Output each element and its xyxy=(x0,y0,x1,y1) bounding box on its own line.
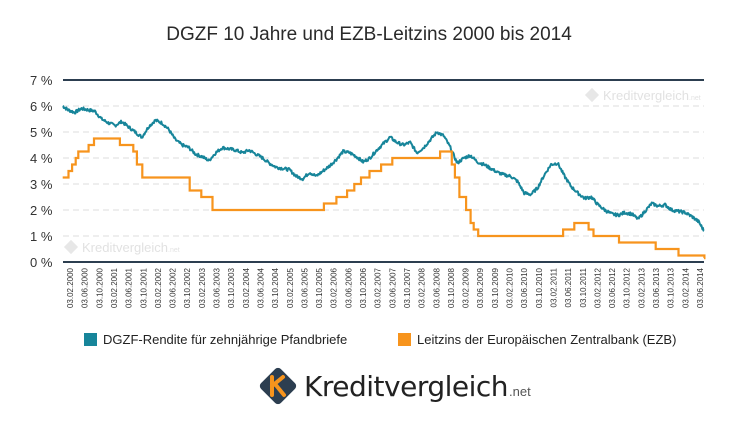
y-axis: 0 % 1 % 2 % 3 % 4 % 5 % 6 % 7 % xyxy=(30,73,53,270)
x-tick-label: 03.10.2011 xyxy=(579,267,588,307)
brand-logo[interactable]: Kreditvergleich .net xyxy=(258,366,531,406)
x-tick-label: 03.10.2009 xyxy=(491,267,500,308)
watermark-tld: .net xyxy=(168,247,180,254)
legend-item-dgzf: DGZF-Rendite für zehnjährige Pfandbriefe xyxy=(84,332,347,347)
y-tick-label: 5 % xyxy=(30,125,53,140)
x-tick-label: 03.06.2009 xyxy=(476,267,485,308)
x-tick-label: 03.02.2010 xyxy=(506,267,515,308)
logo-brand-text: Kreditvergleich xyxy=(304,369,509,403)
series-ezb-line xyxy=(62,137,706,260)
x-tick-label: 03.10.2005 xyxy=(315,267,324,308)
legend-swatch-dgzf xyxy=(84,333,97,346)
legend-swatch-ezb xyxy=(398,333,411,346)
x-tick-label: 03.02.2004 xyxy=(242,267,251,308)
x-tick-label: 03.10.2013 xyxy=(667,267,676,308)
x-tick-label: 03.06.2007 xyxy=(388,267,397,308)
x-tick-label: 03.10.2010 xyxy=(535,267,544,308)
x-tick-label: 03.02.2009 xyxy=(462,267,471,308)
x-tick-label: 03.02.2014 xyxy=(681,267,690,308)
y-tick-label: 2 % xyxy=(30,203,53,218)
x-tick-label: 03.06.2010 xyxy=(520,267,529,308)
x-tick-label: 03.10.2012 xyxy=(623,267,632,308)
y-tick-label: 1 % xyxy=(30,229,53,244)
x-tick-label: 03.06.2005 xyxy=(300,267,309,308)
watermark: Kreditvergleich.net xyxy=(584,87,701,103)
x-tick-label: 03.06.2006 xyxy=(344,267,353,308)
x-tick-label: 03.02.2001 xyxy=(110,267,119,308)
x-tick-label: 03.10.2000 xyxy=(95,267,104,308)
watermark: Kreditvergleich.net xyxy=(63,239,180,255)
x-tick-label: 03.06.2014 xyxy=(696,267,705,308)
legend-label-ezb: Leitzins der Europäischen Zentralbank (E… xyxy=(417,332,677,347)
x-tick-label: 03.10.2002 xyxy=(183,267,192,308)
series-dgzf-line xyxy=(62,105,705,232)
x-tick-label: 03.06.2012 xyxy=(608,267,617,308)
y-tick-label: 0 % xyxy=(30,255,53,270)
x-tick-label: 03.06.2002 xyxy=(169,267,178,308)
x-tick-label: 03.02.2011 xyxy=(549,267,558,307)
y-tick-label: 4 % xyxy=(30,151,53,166)
y-tick-label: 3 % xyxy=(30,177,53,192)
x-tick-label: 03.06.2004 xyxy=(256,267,265,308)
y-tick-label: 6 % xyxy=(30,99,53,114)
x-tick-label: 03.02.2013 xyxy=(637,267,646,308)
legend-label-dgzf: DGZF-Rendite für zehnjährige Pfandbriefe xyxy=(103,332,348,347)
x-tick-label: 03.06.2013 xyxy=(652,267,661,308)
x-tick-label: 03.02.2006 xyxy=(330,267,339,308)
x-tick-label: 03.02.2003 xyxy=(198,267,207,308)
x-tick-label: 03.10.2008 xyxy=(447,267,456,308)
x-tick-label: 03.10.2001 xyxy=(139,267,148,308)
x-tick-label: 03.10.2004 xyxy=(271,267,280,308)
x-tick-label: 03.02.2002 xyxy=(154,267,163,308)
x-tick-label: 03.06.2003 xyxy=(213,267,222,308)
watermark-icon xyxy=(63,239,79,255)
watermark-tld: .net xyxy=(689,95,701,102)
watermark-icon xyxy=(584,87,600,103)
x-axis: 03.02.2000 03.06.2000 03.10.2000 03.02.2001… xyxy=(66,267,705,308)
logo-tld-text: .net xyxy=(509,383,531,399)
x-tick-label: 03.06.2000 xyxy=(81,267,90,308)
x-tick-label: 03.10.2003 xyxy=(227,267,236,308)
logo-icon xyxy=(259,367,297,405)
x-tick-label: 03.02.2005 xyxy=(286,267,295,308)
chart-title: DGZF 10 Jahre und EZB-Leitzins 2000 bis … xyxy=(166,24,572,45)
x-tick-label: 03.10.2007 xyxy=(403,267,412,308)
gridlines xyxy=(63,79,704,263)
x-tick-label: 03.02.2012 xyxy=(593,267,602,308)
x-tick-label: 03.02.2000 xyxy=(66,267,75,308)
watermark-text: Kreditvergleich.net xyxy=(603,88,701,103)
x-tick-label: 03.02.2008 xyxy=(418,267,427,308)
legend-item-ezb: Leitzins der Europäischen Zentralbank (E… xyxy=(398,332,676,347)
chart-area: Kreditvergleich.net Kreditvergleich.net 0… xyxy=(30,73,706,308)
x-tick-label: 03.02.2007 xyxy=(374,267,383,308)
series-group xyxy=(62,105,706,260)
x-tick-label: 03.06.2008 xyxy=(432,267,441,308)
x-tick-label: 03.10.2006 xyxy=(359,267,368,308)
x-tick-label: 03.06.2001 xyxy=(125,267,134,308)
watermarks: Kreditvergleich.net Kreditvergleich.net xyxy=(63,87,701,255)
x-tick-label: 03.06.2011 xyxy=(564,267,573,307)
y-tick-label: 7 % xyxy=(30,73,53,88)
watermark-text: Kreditvergleich.net xyxy=(82,240,180,255)
